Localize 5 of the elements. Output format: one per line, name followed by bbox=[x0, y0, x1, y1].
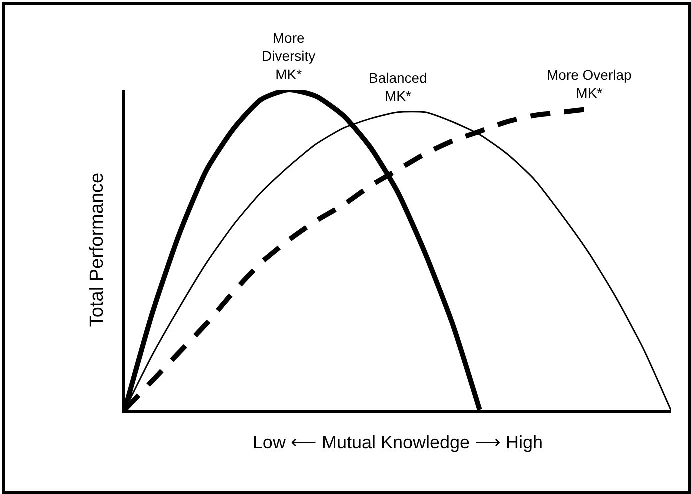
annotation: Balanced MK* bbox=[369, 70, 428, 104]
y-axis-title: Total Performance bbox=[86, 172, 108, 328]
text: More Diversity MK* bbox=[262, 30, 316, 82]
annotation: More Overlap MK* bbox=[547, 67, 632, 102]
x-axis-title: Low ⟵ Mutual Knowledge ⟶ High bbox=[252, 432, 544, 452]
